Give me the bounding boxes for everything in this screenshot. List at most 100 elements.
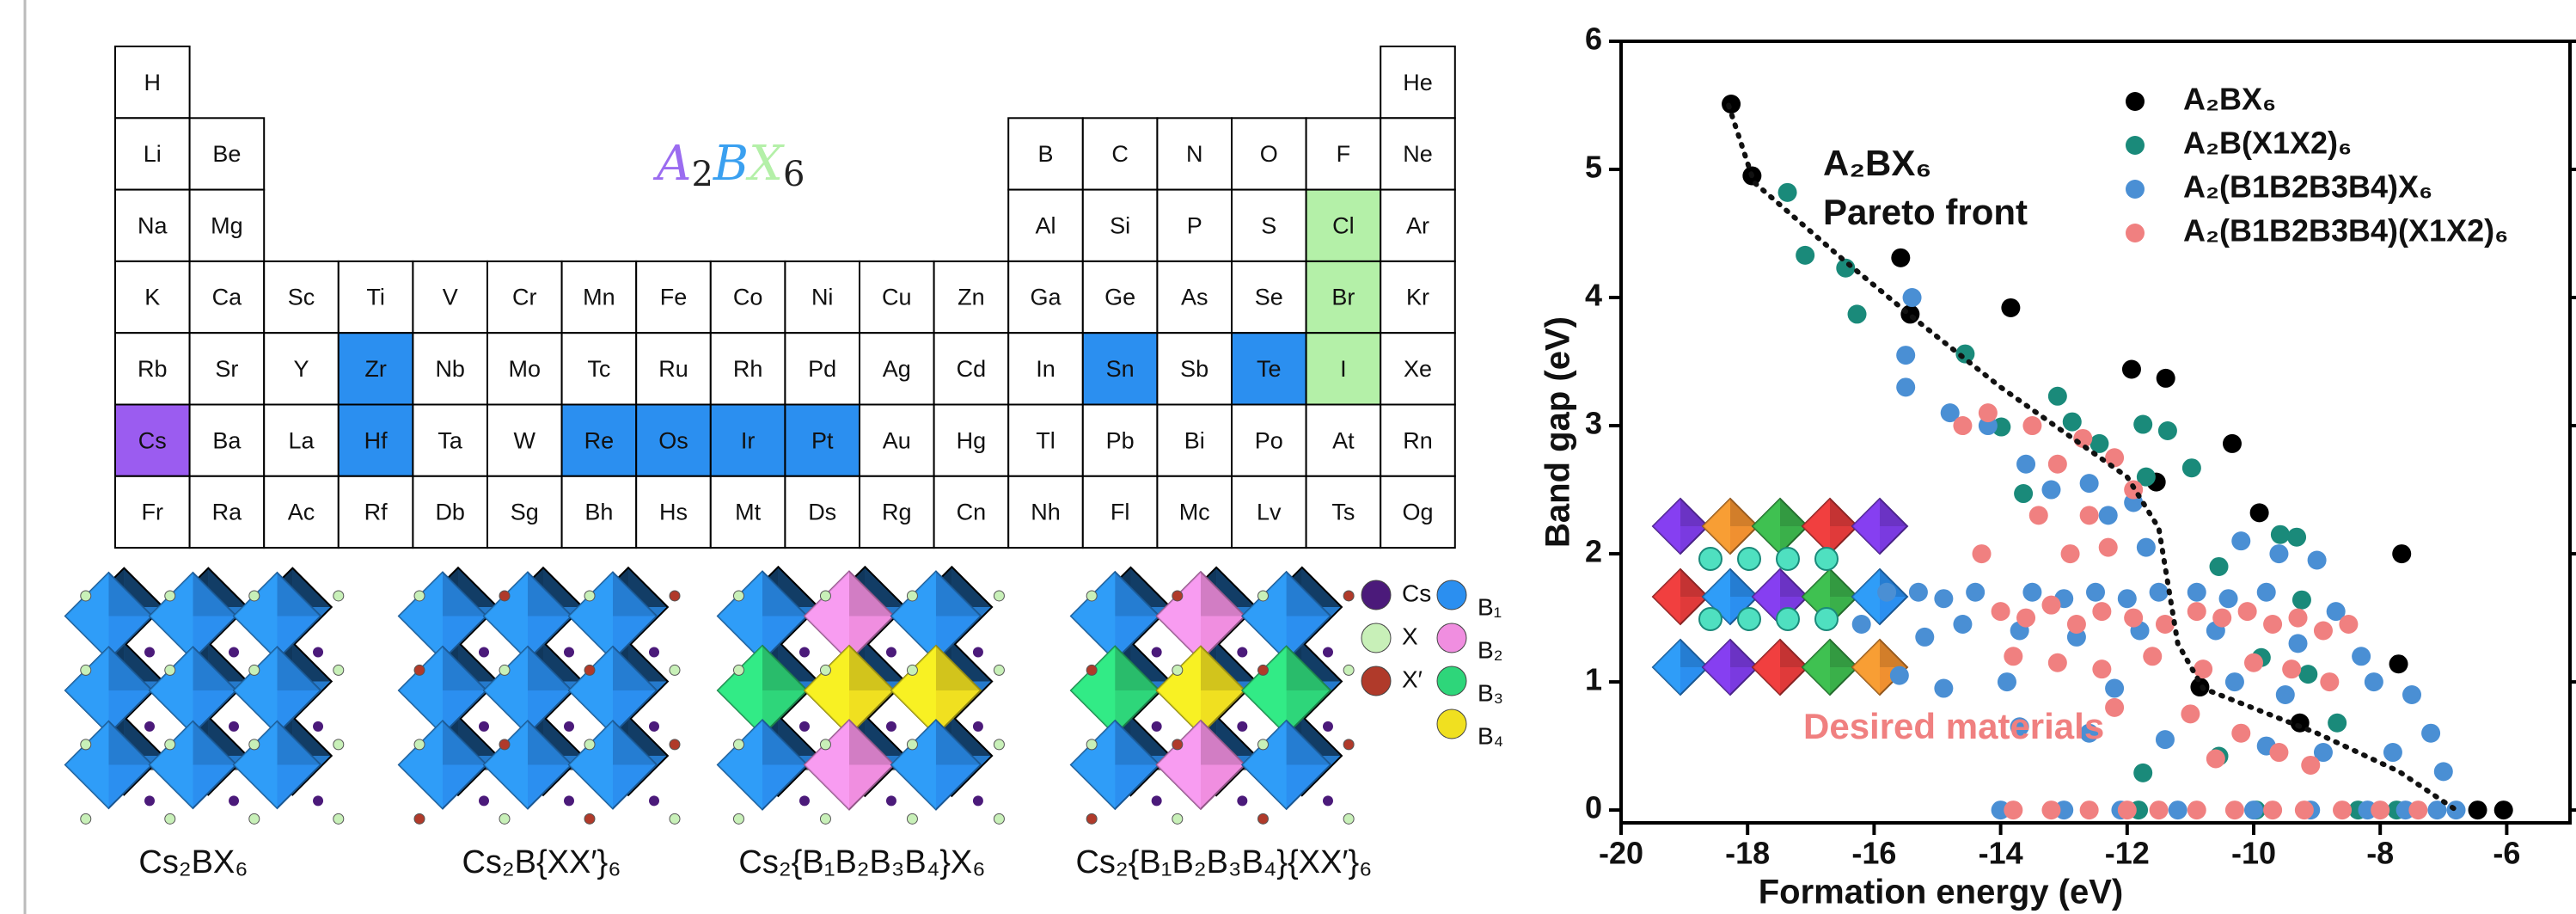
element-symbol: K xyxy=(144,285,160,310)
octahedron-face xyxy=(1071,572,1115,660)
x-tick-label: -8 xyxy=(2366,836,2394,871)
point xyxy=(2231,531,2250,550)
point xyxy=(2244,801,2263,819)
atom xyxy=(649,795,659,806)
point xyxy=(2328,714,2347,733)
element-symbol: Os xyxy=(658,427,688,453)
element-symbol: Pd xyxy=(808,356,836,382)
element-symbol: Rn xyxy=(1403,427,1433,453)
point xyxy=(2016,609,2035,628)
point xyxy=(2287,528,2306,547)
point xyxy=(2133,764,2152,782)
atom xyxy=(1343,813,1354,824)
atom xyxy=(249,665,260,675)
point xyxy=(2001,298,2020,317)
element-symbol: Mg xyxy=(211,212,243,238)
atom xyxy=(670,665,680,675)
atom xyxy=(886,795,896,806)
element-symbol: Nh xyxy=(1031,500,1061,525)
octahedron-face xyxy=(234,721,277,808)
atom xyxy=(564,647,574,657)
point xyxy=(2022,583,2041,602)
octahedron-face xyxy=(399,573,443,660)
atom xyxy=(479,647,489,657)
point xyxy=(1955,345,1974,364)
atom xyxy=(414,739,425,750)
element-symbol: Zn xyxy=(958,285,985,310)
annotation: A₂BX₆ xyxy=(1823,143,1931,183)
atom xyxy=(1172,665,1183,675)
point xyxy=(1915,628,1934,647)
element-symbol: Kr xyxy=(1406,285,1429,310)
element-symbol: V xyxy=(443,285,458,310)
point xyxy=(2048,387,2067,406)
legend-marker xyxy=(2126,136,2145,155)
point xyxy=(2169,801,2187,819)
point xyxy=(2137,538,2156,557)
atom xyxy=(973,647,983,657)
element-symbol: Pb xyxy=(1106,427,1135,453)
point xyxy=(2061,544,2080,563)
octahedron-face xyxy=(569,647,613,734)
element-symbol: Sc xyxy=(288,285,315,310)
atom xyxy=(670,591,680,601)
octahedron-face xyxy=(805,720,849,809)
point xyxy=(2187,583,2206,602)
atom xyxy=(1152,721,1162,732)
point xyxy=(1896,346,1915,365)
point xyxy=(2092,602,2111,621)
element-symbol: Sg xyxy=(511,500,539,525)
atom xyxy=(499,591,510,601)
point xyxy=(2289,634,2308,653)
point xyxy=(2276,685,2295,704)
atom-key-label: B₂ xyxy=(1478,636,1503,663)
element-symbol: Lv xyxy=(1257,500,1282,525)
legend-marker xyxy=(2126,224,2145,242)
element-symbol: Zr xyxy=(364,356,386,382)
atom xyxy=(313,795,323,806)
point xyxy=(2150,583,2169,602)
atom xyxy=(1152,647,1162,657)
atom xyxy=(820,813,830,824)
element-symbol: Se xyxy=(1255,285,1283,310)
point xyxy=(2133,415,2152,434)
atom xyxy=(1172,591,1183,601)
point xyxy=(2352,647,2371,666)
atom xyxy=(333,813,344,824)
structure-label: Cs₂{B₁B₂B₃B₄}{XX′}₆ xyxy=(1075,844,1372,880)
element-symbol: Sn xyxy=(1106,356,1135,382)
atom xyxy=(907,813,917,824)
x-tick-label: -20 xyxy=(1599,836,1643,871)
point xyxy=(2041,596,2060,615)
atom xyxy=(1086,739,1097,750)
atom-key xyxy=(1437,623,1466,653)
point xyxy=(2099,506,2118,524)
figure: HHeLiBeBCNOFNeNaMgAlSiPSClArKCaScTiVCrMn… xyxy=(0,0,2576,914)
octahedron-face xyxy=(1242,721,1286,809)
atom xyxy=(584,813,595,824)
element-symbol: Sb xyxy=(1180,356,1208,382)
point xyxy=(2004,801,2022,819)
atom xyxy=(1343,665,1354,675)
octahedron-face xyxy=(1157,721,1201,809)
atom xyxy=(973,795,983,806)
atom xyxy=(1086,591,1097,601)
atom xyxy=(886,721,896,732)
point xyxy=(1973,544,1992,563)
atom xyxy=(249,591,260,601)
y-axis-title: Band gap (eV) xyxy=(1539,316,1577,548)
structure-label: Cs₂{B₁B₂B₃B₄}X₆ xyxy=(738,844,985,880)
point xyxy=(2298,665,2317,684)
point xyxy=(1909,583,1928,602)
element-symbol: Cu xyxy=(882,285,912,310)
element-symbol: Tl xyxy=(1036,427,1055,453)
formula-part: 6 xyxy=(783,155,805,194)
point xyxy=(1966,583,1985,602)
y-tick-label: 3 xyxy=(1585,406,1602,441)
atom xyxy=(313,721,323,732)
element-symbol: Mo xyxy=(509,356,542,382)
octahedron-face xyxy=(1653,569,1680,624)
atom xyxy=(649,647,659,657)
element-symbol: Ti xyxy=(366,285,385,310)
formula-part: 2 xyxy=(691,155,713,194)
